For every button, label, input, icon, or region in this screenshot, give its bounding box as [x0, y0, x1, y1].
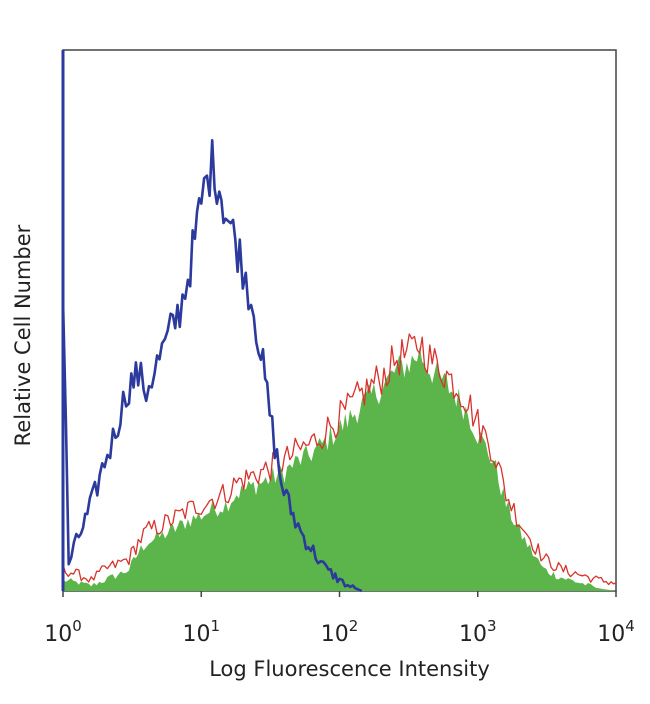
series-layer: [61, 139, 617, 593]
x-tick-label-exponent: 3: [487, 617, 497, 635]
x-tick-label: 100: [44, 617, 82, 647]
x-tick-label-exponent: 0: [72, 617, 82, 635]
x-tick-label-exponent: 2: [349, 617, 359, 635]
x-tick-label-exponent: 1: [210, 617, 220, 635]
red-histogram-series: [62, 333, 617, 586]
x-tick-label-base: 10: [597, 622, 625, 647]
x-tick-label-base: 10: [459, 622, 487, 647]
x-tick-label: 101: [182, 617, 220, 647]
x-axis-title: Log Fluorescence Intensity: [209, 657, 490, 681]
x-tick-label-base: 10: [321, 622, 349, 647]
x-tick-label: 103: [459, 617, 497, 647]
plot-area: [61, 49, 617, 593]
blue-histogram-series: [61, 139, 363, 593]
x-tick-label: 102: [321, 617, 359, 647]
x-tick-layer: 100 101 102 103 104: [44, 591, 635, 647]
x-tick-label-base: 10: [182, 622, 210, 647]
x-tick-label: 104: [597, 617, 635, 647]
filled-histogram-series: [63, 347, 616, 591]
x-tick-label-exponent: 4: [625, 617, 635, 635]
y-axis-title: Relative Cell Number: [11, 224, 35, 446]
x-tick-label-base: 10: [44, 622, 72, 647]
